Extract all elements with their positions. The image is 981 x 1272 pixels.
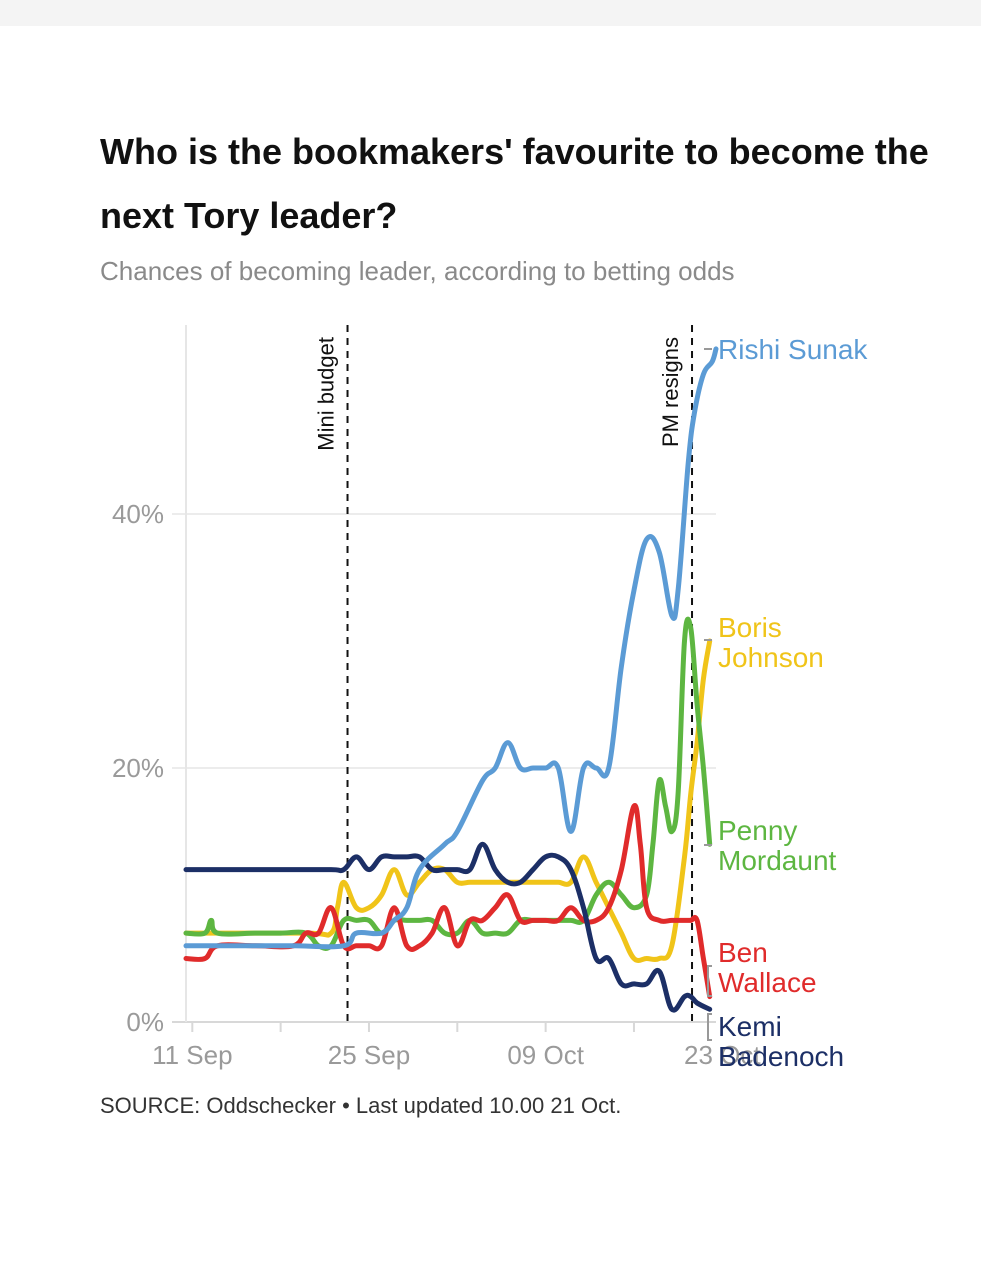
event-label: Mini budget [314, 337, 339, 451]
y-tick-label: 40% [112, 499, 164, 529]
status-bar [0, 0, 981, 26]
series-label-boris-johnson: Johnson [718, 642, 824, 673]
source-note: SOURCE: Oddschecker • Last updated 10.00… [100, 1093, 622, 1118]
label-bracket [707, 1013, 712, 1041]
page-subtitle: Chances of becoming leader, according to… [100, 256, 735, 286]
y-tick-label: 20% [112, 753, 164, 783]
series-lines [183, 346, 719, 1013]
grid [172, 513, 716, 1023]
x-tick-label: 23 Oct [684, 1040, 761, 1070]
series-line-ben-wallace [183, 803, 713, 1000]
series-label-kemi-badenoch: Kemi [718, 1011, 782, 1042]
series-label-kemi-badenoch: Badenoch [718, 1041, 844, 1072]
series-line-penny-mordaunt [183, 616, 713, 951]
event-label: PM resigns [658, 337, 683, 447]
x-tick-label: 25 Sep [328, 1040, 410, 1070]
y-tick-label: 0% [126, 1007, 164, 1037]
series-label-penny-mordaunt: Penny [718, 815, 797, 846]
series-label-rishi-sunak: Rishi Sunak [718, 334, 868, 365]
x-tick-label: 11 Sep [152, 1040, 232, 1070]
event-markers: Mini budget PM resigns [314, 325, 694, 1022]
page-title: Who is the bookmakers' favourite to beco… [100, 131, 929, 236]
series-label-ben-wallace: Ben [718, 937, 768, 968]
series-label-boris-johnson: Boris [718, 612, 782, 643]
series-line-rishi-sunak [183, 346, 719, 950]
line-chart: 0% 20% 40% 11 Sep 25 Sep 09 Oct 23 Oct Mini bu… [112, 325, 868, 1072]
series-label-ben-wallace: Wallace [718, 967, 817, 998]
series-line-kemi-badenoch [183, 841, 713, 1013]
label-bracket [707, 965, 712, 997]
series-label-penny-mordaunt: Mordaunt [718, 845, 837, 876]
axes: 0% 20% 40% 11 Sep 25 Sep 09 Oct 23 Oct [112, 325, 761, 1070]
x-tick-label: 09 Oct [507, 1040, 584, 1070]
